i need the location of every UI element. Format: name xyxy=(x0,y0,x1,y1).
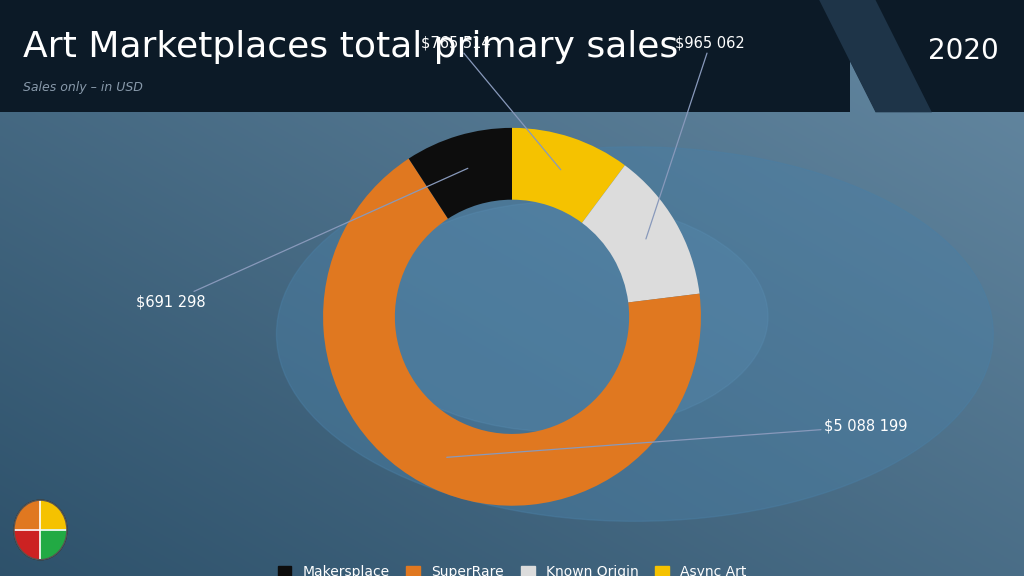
Wedge shape xyxy=(512,128,625,223)
Wedge shape xyxy=(409,128,512,219)
Polygon shape xyxy=(819,0,932,112)
Polygon shape xyxy=(819,0,1024,112)
Text: 2020: 2020 xyxy=(928,36,998,65)
Text: $765 514: $765 514 xyxy=(421,35,561,170)
Text: Sales only – in USD: Sales only – in USD xyxy=(23,81,142,94)
Wedge shape xyxy=(324,158,700,506)
Wedge shape xyxy=(582,165,699,302)
Text: $965 062: $965 062 xyxy=(646,35,745,239)
Text: Art Marketplaces total primary sales: Art Marketplaces total primary sales xyxy=(23,30,678,64)
Circle shape xyxy=(14,500,67,560)
Wedge shape xyxy=(41,501,67,530)
Wedge shape xyxy=(40,530,67,559)
Wedge shape xyxy=(14,530,41,559)
Wedge shape xyxy=(14,501,41,530)
Ellipse shape xyxy=(358,202,768,432)
Legend: Makersplace, SuperRare, Known Origin, Async Art: Makersplace, SuperRare, Known Origin, As… xyxy=(278,565,746,576)
Text: $691 298: $691 298 xyxy=(136,168,468,309)
Ellipse shape xyxy=(276,147,993,521)
Text: $5 088 199: $5 088 199 xyxy=(446,419,907,457)
Bar xyxy=(0,0,850,112)
